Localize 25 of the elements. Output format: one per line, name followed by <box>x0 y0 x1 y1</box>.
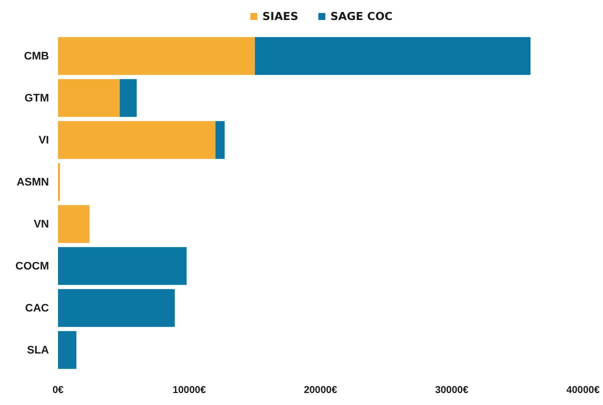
x-tick-label: 30000€ <box>435 385 469 396</box>
y-tick-label: GTM <box>24 92 49 105</box>
legend-label: SIAES <box>262 10 298 23</box>
legend-label: SAGE COC <box>330 10 393 23</box>
y-tick-label: SLA <box>27 344 50 357</box>
bar <box>216 121 225 159</box>
y-tick-label: VN <box>34 218 50 231</box>
bar <box>58 247 187 285</box>
bar <box>58 289 175 327</box>
bar <box>58 331 76 369</box>
x-tick-label: 0€ <box>52 385 64 396</box>
bar <box>120 79 137 117</box>
y-tick-label: VI <box>38 134 49 147</box>
x-tick-label: 20000€ <box>304 385 338 396</box>
bar <box>58 79 120 117</box>
x-tick-label: 40000€ <box>566 385 600 396</box>
bar <box>254 37 530 75</box>
y-tick-label: ASMN <box>16 176 50 189</box>
y-tick-label: CAC <box>25 302 50 315</box>
y-tick-label: COCM <box>15 260 49 273</box>
bar <box>58 37 255 75</box>
bar <box>58 121 216 159</box>
bar <box>58 205 90 243</box>
y-tick-label: CMB <box>24 50 50 63</box>
x-tick-label: 10000€ <box>172 385 206 396</box>
